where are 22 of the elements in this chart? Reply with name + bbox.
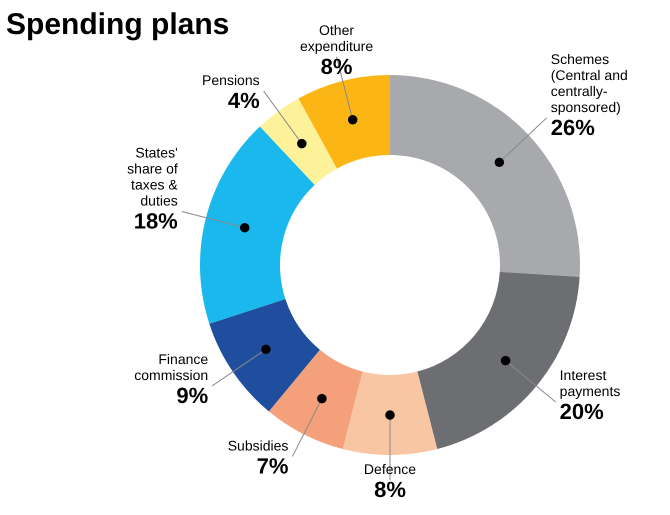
donut-slice [298,75,390,169]
donut-slice [200,126,315,324]
data-label: 26% [550,114,595,140]
slice-label: Finance commission [134,350,208,383]
donut-slice [209,298,320,412]
slice-label: States' share of taxes & duties [127,144,178,209]
slice-label: Other expenditure [300,22,374,54]
slice-label: Schemes (Central and centrally-sponsored) [550,50,628,115]
donut-slice [342,372,438,455]
data-label: 4% [228,88,260,114]
data-label: 9% [176,382,208,408]
data-label: 7% [256,454,288,479]
slice-label: Pensions [202,72,260,88]
data-label: 20% [560,399,604,424]
data-label: 8% [374,477,406,502]
donut-slice [260,98,338,185]
chart-title: Spending plans [6,8,230,41]
data-label: 18% [134,208,178,234]
data-label: 8% [320,54,352,79]
slice-label: Subsidies [228,438,288,454]
slice-label: Interest payments [560,367,620,400]
slice-label: Defence [364,461,416,477]
